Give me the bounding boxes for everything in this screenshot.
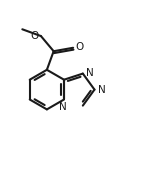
Text: N: N — [86, 68, 94, 78]
Text: N: N — [98, 85, 106, 95]
Text: N: N — [59, 102, 67, 112]
Text: O: O — [75, 42, 83, 52]
Text: O: O — [31, 31, 39, 41]
